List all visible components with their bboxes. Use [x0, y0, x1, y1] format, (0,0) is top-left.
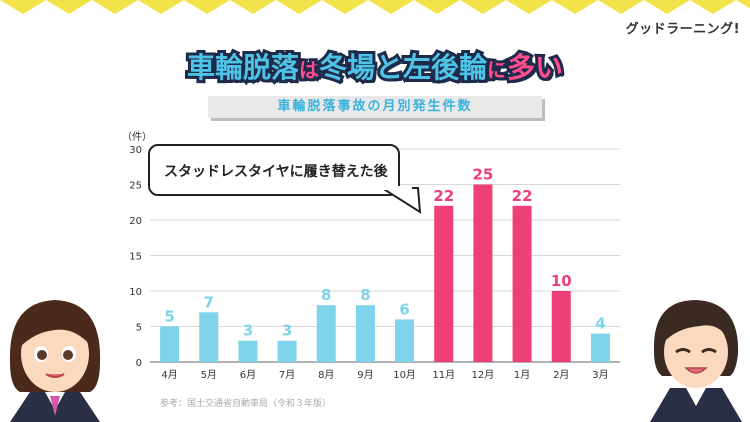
- y-tick-label: 30: [129, 145, 142, 156]
- y-tick-label: 20: [129, 216, 142, 227]
- data-label: 5: [164, 308, 174, 326]
- x-tick-label: 1月: [514, 369, 530, 381]
- title-part-5: 多い: [504, 48, 566, 87]
- bar: [395, 319, 415, 362]
- x-tick-label: 11月: [432, 369, 455, 381]
- source-note: 参考：国土交通省自動車局（令和３年版）: [160, 399, 332, 409]
- y-tick-label: 0: [136, 358, 142, 369]
- data-label: 7: [204, 293, 214, 311]
- bar: [434, 205, 454, 362]
- page-title: 車輪脱落は冬場と左後輪に多い: [0, 46, 750, 87]
- brand-logo: グッドラーニング!: [625, 22, 740, 37]
- bar: [199, 312, 219, 362]
- y-tick-label: 25: [129, 181, 142, 192]
- bar: [512, 205, 532, 362]
- y-tick-label: 5: [136, 323, 142, 334]
- bar: [590, 333, 610, 362]
- data-label: 22: [512, 187, 533, 205]
- callout-bubble: スタッドレスタイヤに履き替えた後: [148, 144, 400, 196]
- avatar-left: [9, 300, 101, 422]
- x-tick-label: 8月: [318, 369, 334, 381]
- data-label: 3: [243, 322, 253, 340]
- x-tick-label: 5月: [201, 369, 217, 381]
- x-tick-label: 4月: [161, 369, 177, 381]
- callout-text: スタッドレスタイヤに履き替えた後: [164, 164, 388, 180]
- x-tick-label: 9月: [357, 369, 373, 381]
- data-label: 8: [360, 286, 370, 304]
- bar: [238, 340, 258, 362]
- title-part-4: に: [484, 55, 510, 85]
- x-tick-label: 12月: [472, 369, 495, 381]
- y-tick-label: 10: [129, 287, 142, 298]
- title-part-2: は: [296, 55, 322, 85]
- bar: [160, 326, 180, 362]
- bar: [316, 305, 336, 362]
- y-axis-unit: （件）: [122, 132, 152, 143]
- x-tick-label: 2月: [553, 369, 569, 381]
- zigzag-teeth: [0, 0, 750, 14]
- title-part-3: 冬場と左後輪: [316, 48, 490, 87]
- y-tick-label: 15: [129, 252, 142, 263]
- data-label: 10: [551, 272, 572, 290]
- callout-tail: [380, 186, 422, 214]
- bar: [473, 184, 493, 362]
- data-label: 8: [321, 286, 331, 304]
- data-label: 4: [595, 315, 605, 333]
- data-label: 22: [433, 187, 454, 205]
- x-tick-label: 10月: [393, 369, 416, 381]
- bar: [551, 291, 571, 362]
- zigzag-border: [0, 0, 750, 14]
- data-label: 25: [472, 166, 493, 184]
- chart-subtitle: 車輪脱落事故の月別発生件数: [208, 96, 542, 118]
- avatar-right: [650, 300, 742, 422]
- data-label: 3: [282, 322, 292, 340]
- data-label: 6: [399, 300, 409, 318]
- bar: [355, 305, 375, 362]
- x-tick-label: 3月: [592, 369, 608, 381]
- x-tick-label: 7月: [279, 369, 295, 381]
- bar: [277, 340, 297, 362]
- title-part-1: 車輪脱落: [184, 48, 302, 87]
- x-tick-label: 6月: [240, 369, 256, 381]
